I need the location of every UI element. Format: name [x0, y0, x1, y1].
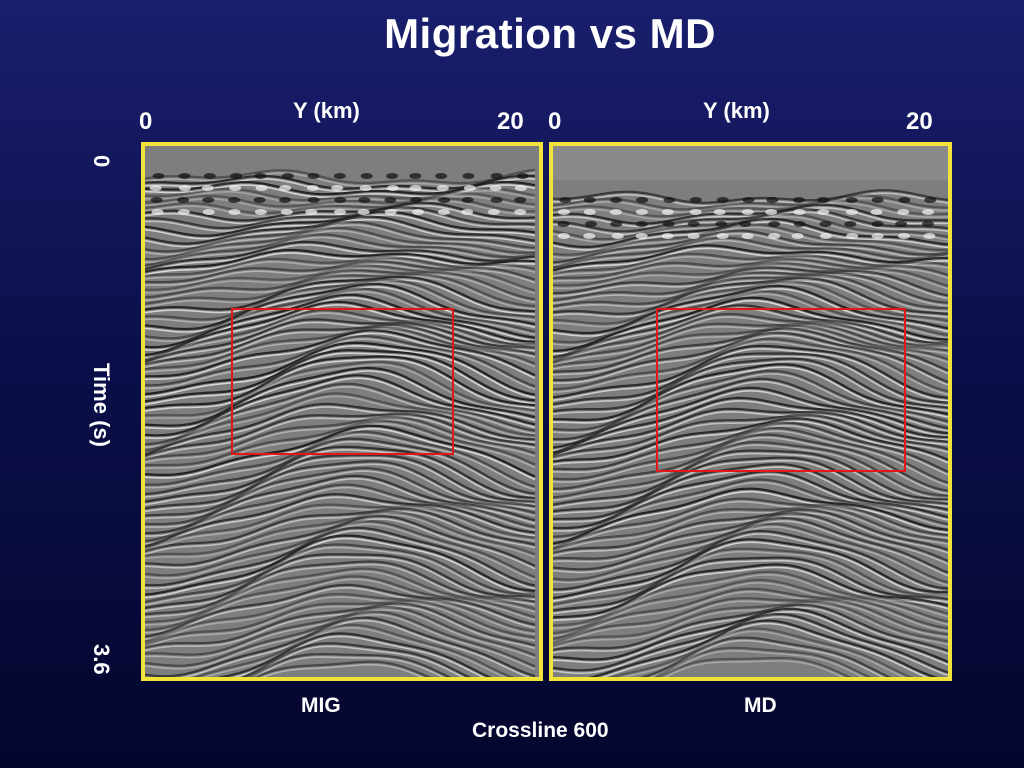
mig-x-max-label: 20: [497, 108, 524, 135]
mig-highlight-box: [231, 308, 454, 455]
md-x-max-label: 20: [906, 108, 933, 135]
mig-seismic-panel: [141, 142, 543, 681]
time-axis-label: Time (s): [89, 363, 114, 447]
md-x-min-label: 0: [548, 108, 562, 135]
mig-x-min-label: 0: [139, 108, 153, 135]
md-highlight-box: [656, 308, 906, 472]
time-top-label: 0: [89, 155, 114, 168]
mig-seismic-image: [145, 146, 539, 677]
md-seismic-panel: [549, 142, 952, 681]
time-bottom-label: 3.6: [89, 644, 114, 675]
mig-x-axis-label: Y (km): [293, 98, 360, 123]
md-panel-caption: MD: [744, 694, 777, 717]
slide-title: Migration vs MD: [384, 10, 716, 57]
md-seismic-image: [553, 146, 948, 677]
md-x-axis-label: Y (km): [703, 98, 770, 123]
mig-panel-caption: MIG: [301, 694, 341, 717]
crossline-caption: Crossline 600: [472, 719, 609, 742]
